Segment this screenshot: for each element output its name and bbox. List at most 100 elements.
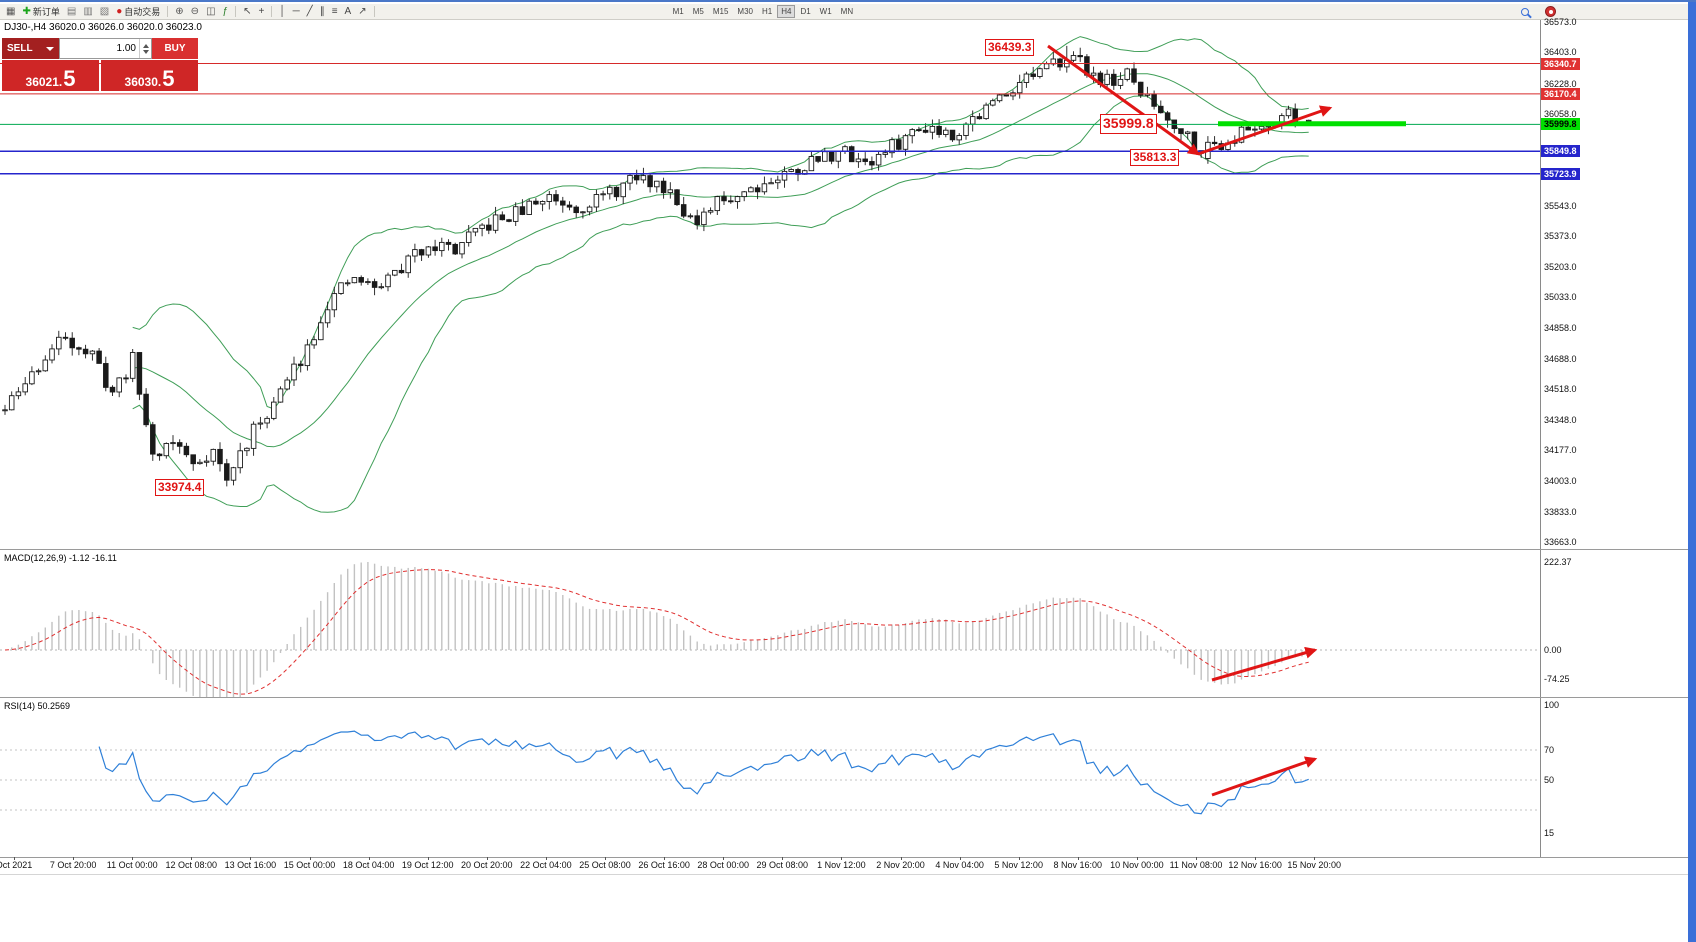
- sell-price-pips: 5: [63, 66, 76, 92]
- volume-spinner[interactable]: [139, 39, 151, 58]
- timeframe-h1[interactable]: H1: [761, 7, 773, 16]
- rsi-indicator-chart: [0, 730, 1540, 815]
- arrows-icon: ↗: [358, 5, 367, 17]
- price-axis-label: 33663.0: [1544, 537, 1577, 547]
- toolbar-vertical-line-button[interactable]: │: [276, 5, 288, 19]
- toolbar-zoom-out-button[interactable]: ⊖: [188, 5, 202, 19]
- time-axis-label: 10 Nov 00:00: [1110, 860, 1164, 870]
- notification-dot-icon: [1549, 10, 1553, 14]
- price-axis-label: 34348.0: [1544, 414, 1577, 425]
- time-axis-tick: [14, 857, 15, 860]
- time-axis-label: 1 Nov 12:00: [817, 860, 866, 870]
- toolbar-new-chart-button[interactable]: ▦: [3, 5, 18, 19]
- chart-ohlc-header: DJ30-,H4 36020.0 36026.0 36020.0 36023.0: [4, 22, 202, 33]
- toolbar-zoom-in-button[interactable]: ⊕: [172, 5, 186, 19]
- new-chart-icon: ▦: [6, 5, 16, 17]
- toolbar-crosshair-button[interactable]: +: [255, 5, 267, 19]
- channel-icon: ∥: [319, 5, 325, 17]
- time-axis-label: 2 Nov 20:00: [876, 860, 925, 870]
- time-axis-label: 18 Oct 04:00: [342, 860, 395, 870]
- main-toolbar: ▦ ✚ 新订单 ▤ ▥ ▧ ● 自动交易 ⊕ ⊖ ◫ ƒ ↖ + │ ─ ╱ ∥ ≡ A ↗ M1 M5 M15 M30 H1 H4…: [0, 4, 1688, 20]
- bollinger-lower-band: [132, 95, 1309, 513]
- volume-increase-icon[interactable]: [142, 43, 149, 48]
- time-axis-label: 7 Oct 20:00: [49, 860, 97, 870]
- toolbar-text-button[interactable]: A: [342, 5, 355, 19]
- toolbar-data-window-button[interactable]: ▧: [97, 5, 112, 19]
- trend-arrow[interactable]: [1047, 44, 1200, 156]
- price-annotation: 35999.8: [1100, 114, 1157, 134]
- toolbar-new-order-button[interactable]: ✚ 新订单: [19, 5, 62, 19]
- timeframe-w1[interactable]: W1: [819, 7, 832, 16]
- macd-histogram: [10, 562, 1310, 697]
- price-axis-badge: 35999.8: [1541, 118, 1580, 131]
- timeframe-m1[interactable]: M1: [672, 7, 684, 16]
- time-axis-tick: [1255, 857, 1257, 860]
- toolbar-fibonacci-button[interactable]: ≡: [329, 5, 341, 19]
- autotrading-icon: ●: [116, 5, 123, 17]
- macd-signal-line: [4, 569, 1309, 695]
- timeframe-h4[interactable]: H4: [777, 5, 796, 18]
- price-axis-label: 33833.0: [1544, 506, 1577, 517]
- price-annotation: 35813.3: [1130, 149, 1180, 166]
- time-axis-tick: [368, 857, 370, 860]
- time-axis-divider: [0, 857, 1688, 858]
- time-axis-label: 22 Oct 04:00: [520, 860, 572, 870]
- toolbar-horizontal-line-button[interactable]: ─: [290, 5, 303, 19]
- toolbar-cursor-button[interactable]: ↖: [240, 5, 254, 19]
- volume-field: [59, 38, 152, 59]
- sell-price-display[interactable]: 36021 . 5: [2, 60, 99, 91]
- toolbar-profiles-button[interactable]: ▤: [64, 5, 79, 19]
- time-axis-tick: [545, 857, 547, 860]
- timeframe-m5[interactable]: M5: [692, 7, 704, 16]
- buy-price-main: 36030: [124, 74, 158, 89]
- sell-button[interactable]: SELL: [2, 38, 59, 59]
- trend-arrow[interactable]: [1211, 646, 1318, 682]
- time-axis-label: 20 Oct 20:00: [461, 860, 513, 870]
- time-axis-tick: [782, 857, 784, 860]
- time-axis-label: 19 Oct 12:00: [401, 860, 454, 870]
- new-order-button-label: 新订单: [32, 7, 60, 17]
- macd-axis-label: 222.37: [1544, 557, 1572, 567]
- time-axis-tick: [605, 857, 606, 860]
- time-axis-tick: [73, 857, 75, 860]
- notification-icon[interactable]: [1545, 6, 1556, 17]
- toolbar-trendline-button[interactable]: ╱: [304, 5, 316, 19]
- rsi-panel-divider[interactable]: [0, 697, 1688, 698]
- timeframe-d1[interactable]: D1: [800, 7, 811, 16]
- trade-panel-top-row: SELL BUY: [2, 38, 198, 59]
- time-axis-label: 12 Oct 08:00: [165, 860, 218, 870]
- time-axis-label: 25 Oct 08:00: [579, 860, 631, 870]
- trend-arrow[interactable]: [1211, 756, 1318, 797]
- volume-decrease-icon[interactable]: [142, 49, 149, 54]
- indicators-icon: ƒ: [222, 5, 229, 17]
- toolbar-arrows-button[interactable]: ↗: [355, 5, 369, 19]
- toolbar-channel-button[interactable]: ∥: [317, 5, 328, 19]
- timeframe-m15[interactable]: M15: [712, 7, 729, 16]
- time-axis-label: 15 Nov 20:00: [1287, 860, 1341, 870]
- toolbar-autotrading-button[interactable]: ● 自动交易: [113, 5, 163, 19]
- toolbar-tile-windows-button[interactable]: ◫: [203, 5, 218, 19]
- time-axis-label: 29 Oct 08:00: [756, 860, 809, 870]
- profiles-icon: ▤: [66, 5, 77, 17]
- rsi-axis-label: 50: [1544, 775, 1555, 785]
- price-axis-label: 36228.0: [1544, 78, 1577, 89]
- macd-axis-label: 0.00: [1544, 645, 1562, 655]
- vertical-line-icon: │: [279, 5, 286, 17]
- tile-windows-icon: ◫: [206, 5, 216, 17]
- macd-indicator-chart: [0, 562, 1540, 697]
- timeframe-m30[interactable]: M30: [737, 7, 753, 16]
- trend-arrow[interactable]: [1197, 105, 1333, 156]
- timeframe-mn[interactable]: MN: [840, 7, 854, 16]
- time-axis-tick: [1196, 857, 1197, 860]
- toolbar-separator: [373, 6, 375, 17]
- toolbar-indicators-button[interactable]: ƒ: [220, 5, 232, 19]
- time-axis-tick: [250, 857, 252, 860]
- toolbar-market-watch-button[interactable]: ▥: [80, 5, 95, 19]
- buy-button[interactable]: BUY: [152, 38, 198, 59]
- sell-dropdown-caret-icon: [46, 46, 54, 51]
- time-axis-tick: [1136, 857, 1138, 860]
- buy-price-display[interactable]: 36030 . 5: [101, 60, 198, 91]
- macd-panel-divider[interactable]: [0, 549, 1688, 550]
- search-icon[interactable]: [1521, 8, 1529, 16]
- volume-input[interactable]: [60, 39, 139, 58]
